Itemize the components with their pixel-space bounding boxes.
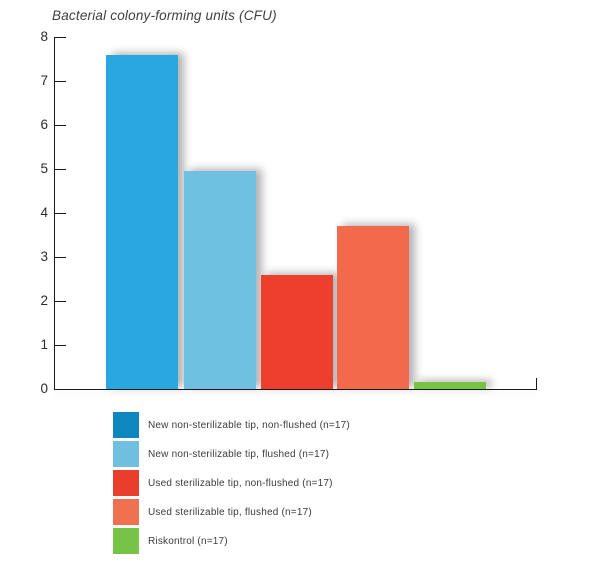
y-axis-tick-label-0: 0 (40, 381, 48, 396)
y-axis-tick-label-6: 6 (40, 117, 48, 132)
bar-3 (261, 274, 333, 389)
y-axis-tick-3 (54, 256, 66, 258)
legend-label-4: Used sterilizable tip, flushed (n=17) (148, 506, 312, 518)
bar-5 (414, 382, 486, 389)
y-axis-tick-2 (54, 300, 66, 302)
y-axis-tick-8 (54, 36, 66, 38)
legend-item-5: Riskontrol (n=17) (113, 528, 513, 554)
legend-label-1: New non-sterilizable tip, non-flushed (n… (148, 419, 350, 431)
y-axis-tick-label-5: 5 (40, 161, 48, 176)
y-axis-tick-1 (54, 344, 66, 346)
y-axis-tick-label-3: 3 (40, 249, 48, 264)
y-axis-tick-label-4: 4 (40, 205, 48, 220)
y-axis-tick-7 (54, 80, 66, 82)
y-axis-line (54, 37, 55, 389)
legend: New non-sterilizable tip, non-flushed (n… (113, 412, 513, 557)
y-axis-tick-5 (54, 168, 66, 170)
y-axis-tick-4 (54, 212, 66, 214)
legend-label-2: New non-sterilizable tip, flushed (n=17) (148, 448, 330, 460)
legend-item-1: New non-sterilizable tip, non-flushed (n… (113, 412, 513, 438)
legend-swatch-2 (113, 441, 139, 467)
y-axis-tick-label-2: 2 (40, 293, 48, 308)
y-axis-tick-label-8: 8 (40, 29, 48, 44)
chart-title: Bacterial colony-forming units (CFU) (52, 8, 277, 23)
y-axis-tick-6 (54, 124, 66, 126)
bar-1 (106, 54, 178, 389)
y-axis-tick-label-1: 1 (40, 337, 48, 352)
legend-swatch-5 (113, 528, 139, 554)
x-axis-end-tick (536, 378, 537, 390)
bar-2 (184, 171, 256, 389)
bar-4 (337, 226, 409, 389)
legend-swatch-4 (113, 499, 139, 525)
legend-swatch-1 (113, 412, 139, 438)
legend-swatch-3 (113, 470, 139, 496)
legend-label-3: Used sterilizable tip, non-flushed (n=17… (148, 477, 333, 489)
plot-area: 0 1 2 3 4 5 6 7 8 (40, 30, 537, 396)
legend-item-3: Used sterilizable tip, non-flushed (n=17… (113, 470, 513, 496)
legend-label-5: Riskontrol (n=17) (148, 535, 228, 547)
legend-item-4: Used sterilizable tip, flushed (n=17) (113, 499, 513, 525)
x-axis-line (54, 389, 537, 390)
y-axis-tick-label-7: 7 (40, 73, 48, 88)
legend-item-2: New non-sterilizable tip, flushed (n=17) (113, 441, 513, 467)
